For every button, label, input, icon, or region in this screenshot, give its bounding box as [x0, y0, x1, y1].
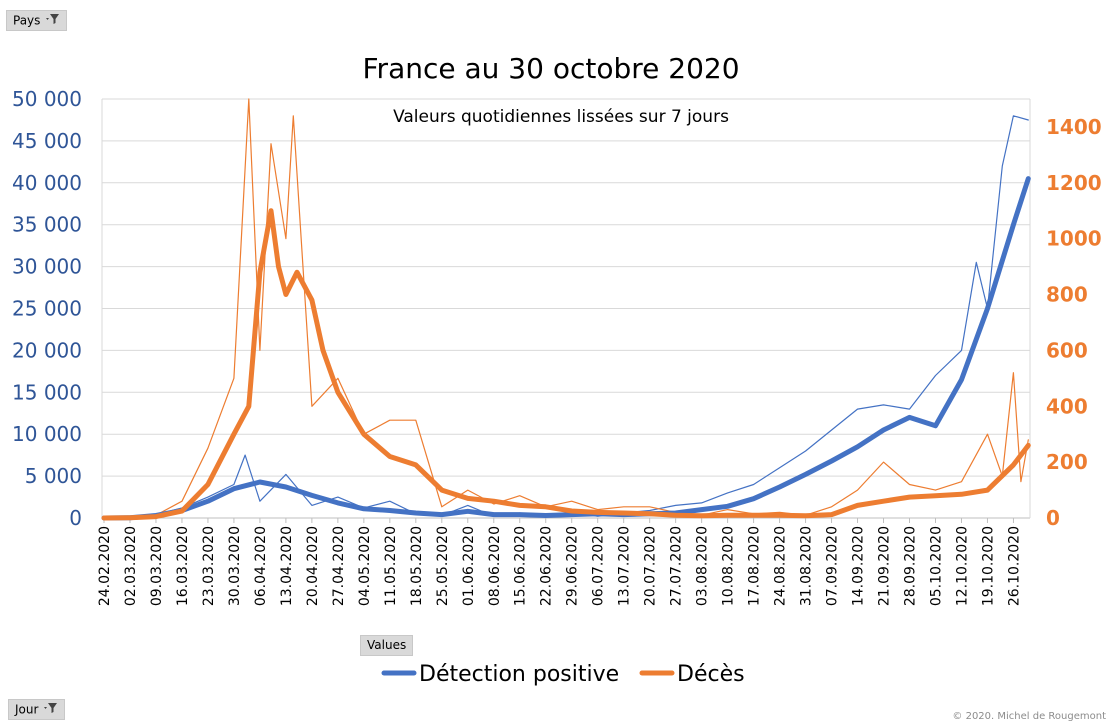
x-tick-label: 26.10.2020 [1006, 526, 1022, 606]
filter-icon [46, 13, 60, 29]
series-line-detection-daily [103, 115, 1029, 519]
x-tick-label: 13.07.2020 [617, 526, 633, 606]
y-left-tick-label: 0 [69, 506, 82, 530]
x-tick-label: 27.04.2020 [331, 526, 347, 606]
x-tick-label: 15.06.2020 [513, 526, 529, 606]
y-right-tick-label: 600 [1046, 338, 1088, 362]
y-left-tick-label: 50 000 [12, 87, 82, 111]
x-tick-label: 27.07.2020 [669, 526, 685, 606]
y-left-tick-label: 30 000 [12, 255, 82, 279]
x-tick-label: 31.08.2020 [799, 526, 815, 606]
y-right-tick-label: 1200 [1046, 171, 1102, 195]
x-tick-label: 22.06.2020 [539, 526, 555, 606]
filter-icon [44, 702, 58, 718]
x-tick-label: 06.07.2020 [591, 526, 607, 606]
country-filter-label: Pays [13, 13, 41, 28]
x-tick-label: 29.06.2020 [565, 526, 581, 606]
x-tick-label: 14.09.2020 [851, 526, 867, 606]
x-tick-label: 04.05.2020 [357, 526, 373, 606]
values-field-button[interactable]: Values [360, 635, 414, 656]
legend: Détection positive Décès [381, 662, 745, 687]
x-tick-label: 21.09.2020 [877, 526, 893, 606]
legend-label-detection: Détection positive [419, 662, 619, 687]
x-tick-label: 10.08.2020 [721, 526, 737, 606]
values-field-label: Values [367, 638, 407, 652]
y-right-tick-label: 0 [1046, 506, 1060, 530]
y-left-tick-label: 35 000 [12, 213, 82, 237]
series-line-detection [101, 176, 1031, 521]
y-left-tick-label: 20 000 [12, 338, 82, 362]
x-tick-label: 06.04.2020 [253, 526, 269, 606]
y-left-tick-label: 45 000 [12, 129, 82, 153]
y-right-tick-label: 1400 [1046, 115, 1102, 139]
x-axis: 24.02.2020 02.03.2020 09.03.2020 16.03.2020… [97, 518, 1022, 606]
x-tick-label: 02.03.2020 [123, 526, 139, 606]
x-tick-label: 30.03.2020 [227, 526, 243, 606]
x-tick-label: 24.08.2020 [773, 526, 789, 606]
day-filter-label: Jour [15, 702, 39, 717]
x-tick-label: 16.03.2020 [175, 526, 191, 606]
legend-label-deces: Décès [677, 662, 745, 687]
x-tick-label: 17.08.2020 [747, 526, 763, 606]
x-tick-label: 03.08.2020 [695, 526, 711, 606]
x-tick-label: 09.03.2020 [149, 526, 165, 606]
x-tick-label: 23.03.2020 [201, 526, 217, 606]
y-right-tick-label: 1000 [1046, 227, 1102, 251]
chart-subtitle: Valeurs quotidiennes lissées sur 7 jours [393, 107, 729, 127]
y-left-tick-label: 10 000 [12, 422, 82, 446]
x-tick-label: 11.05.2020 [383, 526, 399, 606]
x-tick-label: 18.05.2020 [409, 526, 425, 606]
y-right-tick-label: 400 [1046, 394, 1088, 418]
country-filter-button[interactable]: Pays [6, 10, 68, 31]
x-tick-label: 25.05.2020 [435, 526, 451, 606]
y-left-tick-label: 5 000 [25, 464, 82, 488]
y-left-tick-label: 15 000 [12, 380, 82, 404]
y-left-axis: 0 5 000 10 000 15 000 20 000 25 000 30 000 35 0… [12, 87, 82, 530]
x-tick-label: 07.09.2020 [825, 526, 841, 606]
y-left-tick-label: 40 000 [12, 171, 82, 195]
gridlines [101, 98, 1031, 519]
x-tick-label: 20.04.2020 [305, 526, 321, 606]
x-tick-label: 05.10.2020 [928, 526, 944, 606]
x-tick-label: 13.04.2020 [279, 526, 295, 606]
y-right-tick-label: 800 [1046, 283, 1088, 307]
x-tick-label: 01.06.2020 [461, 526, 477, 606]
y-right-axis: 0 200 400 600 800 1000 1200 1400 [1046, 115, 1102, 530]
series-line-deces [101, 208, 1031, 521]
plot-area [101, 98, 1031, 521]
day-filter-button[interactable]: Jour [8, 699, 66, 720]
x-tick-label: 08.06.2020 [487, 526, 503, 606]
x-tick-label: 24.02.2020 [97, 526, 113, 606]
y-left-tick-label: 25 000 [12, 297, 82, 321]
copyright: © 2020. Michel de Rougemont [952, 711, 1106, 722]
x-tick-label: 19.10.2020 [980, 526, 996, 606]
x-tick-label: 28.09.2020 [903, 526, 919, 606]
y-right-tick-label: 200 [1046, 450, 1088, 474]
x-tick-label: 20.07.2020 [643, 526, 659, 606]
chart-title: France au 30 octobre 2020 [362, 52, 739, 85]
x-tick-label: 12.10.2020 [954, 526, 970, 606]
